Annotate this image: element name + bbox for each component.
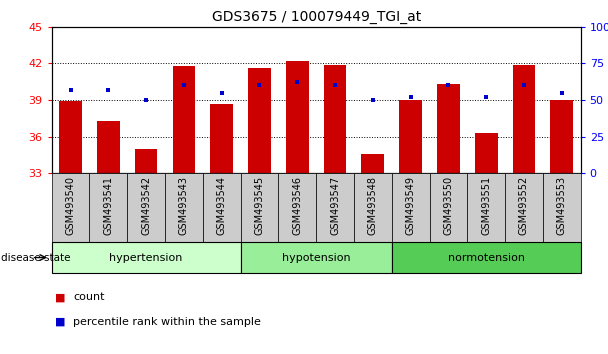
Point <box>406 94 415 100</box>
Text: GSM493544: GSM493544 <box>216 176 227 235</box>
Text: normotension: normotension <box>447 252 525 263</box>
Point <box>330 82 340 88</box>
Bar <box>278 173 316 242</box>
Bar <box>241 173 278 242</box>
Text: ■: ■ <box>55 317 65 327</box>
Point <box>103 87 113 92</box>
Text: GSM493545: GSM493545 <box>255 176 264 235</box>
Text: GSM493542: GSM493542 <box>141 176 151 235</box>
Text: hypotension: hypotension <box>282 252 350 263</box>
Point <box>292 80 302 85</box>
Bar <box>323 64 347 354</box>
Bar <box>392 173 429 242</box>
Point <box>217 90 227 96</box>
Bar <box>354 173 392 242</box>
Point <box>368 97 378 103</box>
Point <box>255 82 264 88</box>
Bar <box>89 173 127 242</box>
Bar <box>241 242 392 273</box>
Bar <box>52 242 241 273</box>
Point <box>141 97 151 103</box>
Text: count: count <box>73 292 105 302</box>
Bar <box>362 154 384 354</box>
Point <box>482 94 491 100</box>
Title: GDS3675 / 100079449_TGI_at: GDS3675 / 100079449_TGI_at <box>212 10 421 24</box>
Text: GSM493546: GSM493546 <box>292 176 302 235</box>
Text: GSM493548: GSM493548 <box>368 176 378 235</box>
Bar <box>59 101 82 354</box>
Bar <box>550 100 573 354</box>
Bar <box>475 133 497 354</box>
Bar <box>97 121 120 354</box>
Bar <box>286 61 309 354</box>
Text: hypertension: hypertension <box>109 252 183 263</box>
Text: GSM493552: GSM493552 <box>519 176 529 235</box>
Point <box>444 82 454 88</box>
Text: ■: ■ <box>55 292 65 302</box>
Text: GSM493550: GSM493550 <box>443 176 454 235</box>
Point <box>557 90 567 96</box>
Bar <box>248 68 271 354</box>
Text: disease state: disease state <box>1 252 70 263</box>
Bar <box>316 173 354 242</box>
Bar <box>543 173 581 242</box>
Bar <box>513 64 535 354</box>
Point <box>66 87 75 92</box>
Bar <box>127 173 165 242</box>
Bar <box>468 173 505 242</box>
Bar <box>203 173 241 242</box>
Bar <box>210 104 233 354</box>
Text: GSM493549: GSM493549 <box>406 176 416 235</box>
Bar <box>399 100 422 354</box>
Point <box>179 82 188 88</box>
Bar <box>437 84 460 354</box>
Text: GSM493553: GSM493553 <box>557 176 567 235</box>
Bar <box>505 173 543 242</box>
Point <box>519 82 529 88</box>
Bar <box>135 149 157 354</box>
Text: GSM493547: GSM493547 <box>330 176 340 235</box>
Bar <box>429 173 468 242</box>
Text: GSM493541: GSM493541 <box>103 176 113 235</box>
Text: percentile rank within the sample: percentile rank within the sample <box>73 317 261 327</box>
Text: GSM493551: GSM493551 <box>481 176 491 235</box>
Bar <box>52 173 89 242</box>
Bar <box>173 66 195 354</box>
Text: GSM493540: GSM493540 <box>66 176 75 235</box>
Bar <box>165 173 203 242</box>
Bar <box>392 242 581 273</box>
Text: GSM493543: GSM493543 <box>179 176 189 235</box>
